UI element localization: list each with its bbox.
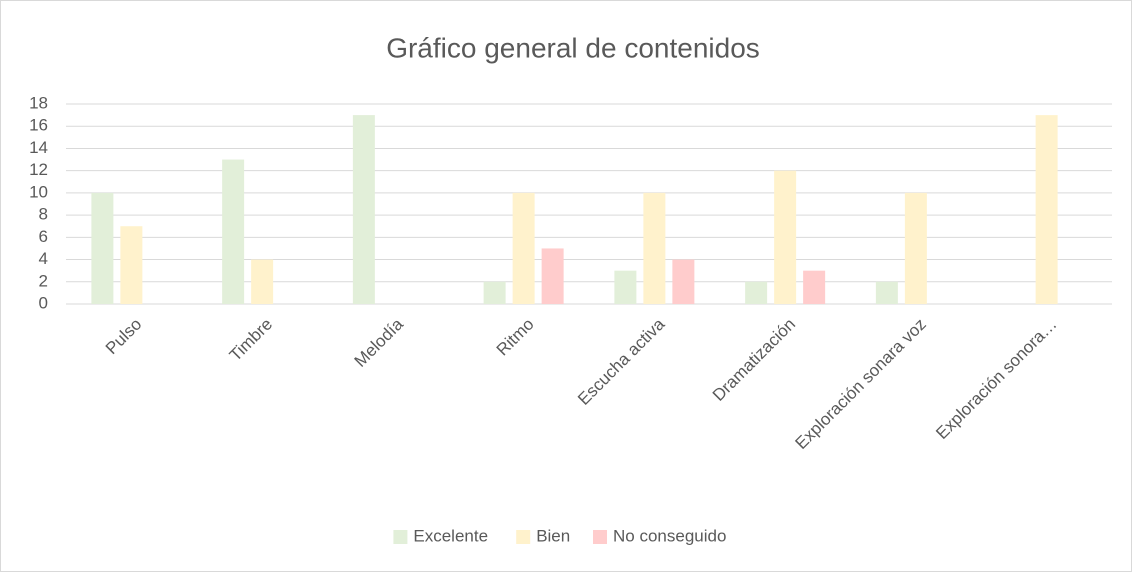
bar <box>904 192 927 304</box>
y-tick-label: 4 <box>39 249 48 268</box>
bar <box>1035 115 1058 304</box>
y-tick-label: 18 <box>29 93 48 112</box>
bar <box>512 192 535 304</box>
bar <box>483 281 506 304</box>
y-tick-label: 8 <box>39 205 48 224</box>
bar <box>614 270 637 304</box>
bar <box>672 259 695 304</box>
legend-swatch <box>516 530 531 544</box>
legend-label: No conseguido <box>613 526 726 545</box>
bar <box>643 192 666 304</box>
y-tick-label: 16 <box>29 116 48 135</box>
y-tick-label: 0 <box>39 293 48 312</box>
bar <box>803 270 826 304</box>
bar <box>774 170 797 304</box>
bar <box>222 159 245 304</box>
y-tick-label: 14 <box>29 138 48 157</box>
bar <box>91 192 114 304</box>
y-tick-label: 12 <box>29 160 48 179</box>
bar <box>541 248 564 304</box>
bar <box>251 259 274 304</box>
bar <box>352 115 375 304</box>
y-tick-label: 6 <box>39 227 48 246</box>
legend-label: Excelente <box>413 526 488 545</box>
y-tick-label: 10 <box>29 182 48 201</box>
bar <box>745 281 768 304</box>
legend-swatch <box>393 530 408 544</box>
legend-label: Bien <box>536 526 570 545</box>
bar <box>875 281 898 304</box>
chart-title: Gráfico general de contenidos <box>386 32 760 63</box>
y-tick-label: 2 <box>39 271 48 290</box>
bar <box>120 226 143 304</box>
legend-swatch <box>593 530 607 544</box>
